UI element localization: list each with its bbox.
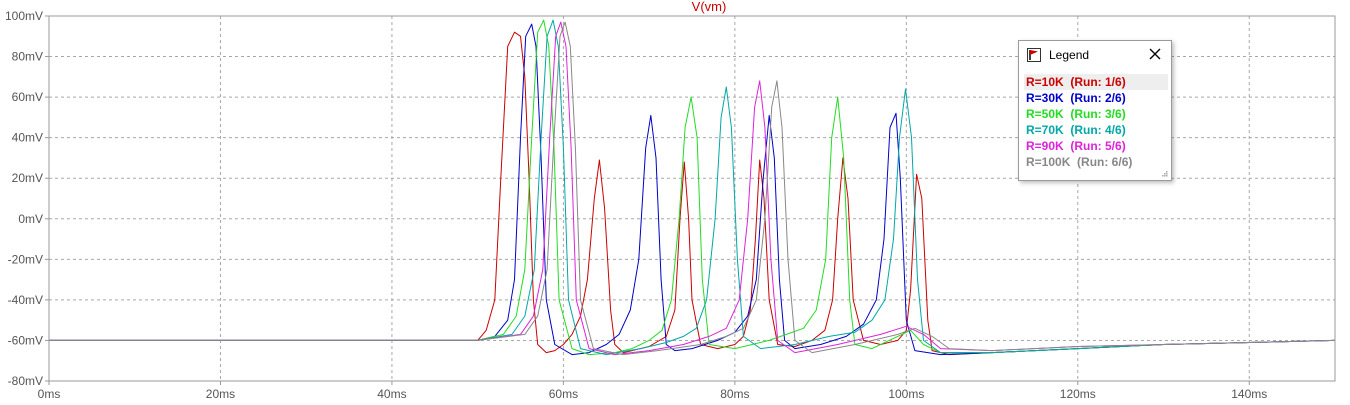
y-tick-label: 60mV <box>12 90 43 104</box>
x-axis: 0ms 20ms 40ms 60ms 80ms 100ms 120ms 140ms <box>38 381 1267 401</box>
legend-titlebar[interactable]: Legend <box>1019 41 1171 69</box>
legend-entry[interactable]: R=70K (Run: 4/6) <box>1026 123 1126 137</box>
close-icon[interactable] <box>1147 46 1163 62</box>
x-tick-label: 100ms <box>888 387 924 401</box>
y-tick-label: 100mV <box>5 9 43 23</box>
series-line-r50k <box>49 19 1336 356</box>
legend-title: Legend <box>1049 48 1090 62</box>
y-tick-label: 80mV <box>12 50 43 64</box>
series-line-r90k <box>49 21 1336 356</box>
x-tick-label: 140ms <box>1231 387 1267 401</box>
plot-frame <box>48 15 1336 382</box>
legend-entry[interactable]: R=10K (Run: 1/6) <box>1024 74 1168 90</box>
legend-entry[interactable]: R=50K (Run: 3/6) <box>1026 107 1126 121</box>
legend-entry[interactable]: R=90K (Run: 5/6) <box>1026 139 1126 153</box>
x-tick-label: 60ms <box>549 387 578 401</box>
y-tick-label: 20mV <box>12 171 43 185</box>
resize-grip-icon[interactable] <box>1160 169 1168 177</box>
legend-list: R=10K (Run: 1/6) R=30K (Run: 2/6) R=50K (R… <box>1024 74 1168 174</box>
x-tick-label: 80ms <box>720 387 749 401</box>
y-tick-label: -40mV <box>8 293 43 307</box>
traces <box>49 19 1336 356</box>
legend-entry[interactable]: R=100K (Run: 6/6) <box>1026 155 1133 169</box>
x-tick-label: 0ms <box>38 387 61 401</box>
x-tick-label: 20ms <box>206 387 235 401</box>
y-tick-label: -20mV <box>8 252 43 266</box>
y-tick-label: 0mV <box>18 212 43 226</box>
y-tick-label: -60mV <box>8 333 43 347</box>
series-line-r70k <box>49 19 1336 356</box>
legend-entry[interactable]: R=30K (Run: 2/6) <box>1026 91 1126 105</box>
x-tick-label: 120ms <box>1060 387 1096 401</box>
x-tick-label: 40ms <box>377 387 406 401</box>
chart-title[interactable]: V(vm) <box>692 0 727 14</box>
y-axis: -80mV -60mV -40mV -20mV 0mV 20mV 40mV 60mV 80mV 1… <box>5 9 49 388</box>
flag-icon <box>1027 48 1041 62</box>
y-tick-label: -80mV <box>8 374 43 388</box>
series-line-r100k <box>49 21 1336 356</box>
y-tick-label: 40mV <box>12 131 43 145</box>
legend-window[interactable]: Legend R=10K (Run: 1/6) R=30K (Run: 2/6) R… <box>1018 40 1172 181</box>
